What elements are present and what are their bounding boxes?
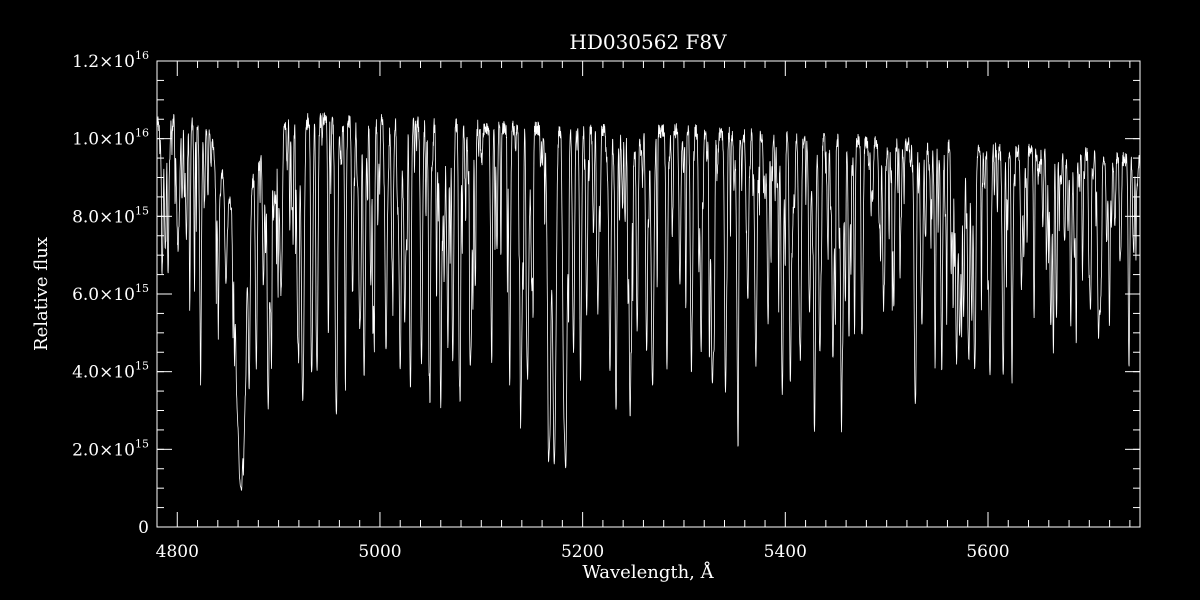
x-axis-label: Wavelength, Å [582, 561, 714, 583]
y-tick-label: 4.0×1015 [72, 360, 149, 383]
y-tick-label: 1.0×1016 [72, 127, 149, 150]
plot-area [156, 112, 1141, 491]
x-tick-label: 5200 [561, 542, 604, 562]
chart-title: HD030562 F8V [569, 30, 727, 54]
x-tick-label: 5600 [966, 542, 1009, 562]
y-tick-label: 6.0×1015 [72, 282, 149, 305]
x-tick-label: 5400 [764, 542, 807, 562]
spectrum-line [156, 112, 1141, 491]
y-tick-label: 8.0×1015 [72, 204, 149, 227]
x-tick-label: 5000 [358, 542, 401, 562]
y-axis-label: Relative flux [31, 237, 52, 351]
y-tick-label: 0 [138, 518, 149, 538]
x-axis-tick-labels: 4800 5000 5200 5400 5600 [156, 542, 1010, 562]
x-tick-label: 4800 [156, 542, 199, 562]
y-axis-tick-labels: 0 2.0×1015 4.0×1015 6.0×1015 8.0×1015 1.0×101… [72, 49, 149, 538]
plot-frame [156, 60, 1141, 528]
y-tick-label: 2.0×1015 [72, 437, 149, 460]
y-tick-label: 1.2×1016 [72, 49, 149, 72]
